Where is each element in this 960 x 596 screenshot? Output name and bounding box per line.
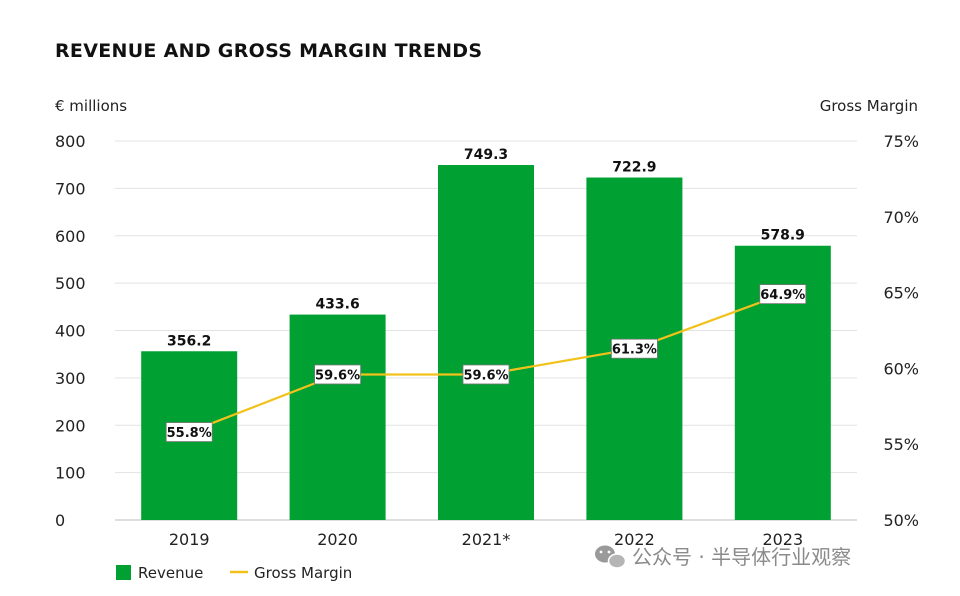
left-axis-unit: € millions: [55, 97, 127, 115]
gross-margin-label-box: [759, 284, 807, 305]
legend-revenue-label: Revenue: [138, 564, 203, 582]
gross-margin-label-box: [611, 338, 658, 359]
right-tick-label: 60%: [883, 359, 919, 378]
revenue-bar: [438, 165, 534, 521]
x-tick-label: 2023: [762, 530, 803, 549]
wechat-icon: [595, 545, 627, 569]
gross-margin-point-label: 59.6%: [315, 368, 360, 383]
gross-margin-label-box: [462, 364, 510, 385]
left-axis-ticks: 0 100 200 300 400 500 600 700 800: [55, 132, 86, 530]
x-tick-label: 2021*: [462, 530, 511, 549]
legend-revenue-swatch: [116, 565, 131, 580]
legend: Revenue Gross Margin: [116, 564, 352, 582]
x-tick-label: 2019: [169, 530, 210, 549]
left-tick-label: 400: [55, 322, 86, 341]
watermark: 公众号 · 半导体行业观察: [595, 545, 851, 569]
gross-margin-point-label: 55.8%: [167, 426, 212, 441]
revenue-bar-label: 749.3: [464, 147, 508, 163]
revenue-bar-label: 356.2: [167, 333, 211, 349]
right-axis-unit: Gross Margin: [820, 97, 918, 115]
right-tick-label: 70%: [883, 208, 919, 227]
gross-margin-point-label: 64.9%: [760, 288, 805, 303]
revenue-bars: [141, 165, 831, 521]
left-tick-label: 0: [55, 511, 65, 530]
revenue-bar: [289, 314, 386, 520]
chart-title: REVENUE AND GROSS MARGIN TRENDS: [55, 40, 482, 62]
left-tick-label: 300: [55, 369, 86, 388]
gross-margin-label-box: [314, 364, 362, 385]
revenue-bar-label: 433.6: [315, 297, 359, 313]
watermark-text: 公众号 · 半导体行业观察: [632, 545, 851, 569]
left-tick-label: 700: [55, 179, 86, 198]
revenue-bar-label: 722.9: [612, 160, 656, 176]
gross-margin-point-label: 61.3%: [612, 343, 657, 358]
revenue-bar-label: 578.9: [761, 228, 805, 244]
right-axis-ticks: 50% 55% 60% 65% 70% 75%: [883, 132, 919, 530]
right-tick-label: 55%: [883, 435, 919, 454]
revenue-bar-labels: 356.2 433.6 749.3 722.9 578.9: [167, 147, 805, 349]
left-tick-label: 800: [55, 132, 86, 151]
right-tick-label: 75%: [883, 132, 919, 151]
x-axis-ticks: 2019 2020 2021* 2022 2023: [169, 530, 803, 549]
left-tick-label: 200: [55, 416, 86, 435]
right-tick-label: 65%: [883, 284, 919, 303]
legend-margin-label: Gross Margin: [254, 564, 352, 582]
gross-margin-labels: 55.8% 59.6% 59.6% 61.3% 64.9%: [165, 284, 807, 442]
gross-margin-point-label: 59.6%: [463, 368, 508, 383]
x-tick-label: 2022: [614, 530, 655, 549]
x-tick-label: 2020: [317, 530, 358, 549]
gross-margin-label-box: [165, 422, 213, 442]
left-tick-label: 500: [55, 274, 86, 293]
left-tick-label: 100: [55, 464, 86, 483]
right-tick-label: 50%: [883, 511, 919, 530]
left-tick-label: 600: [55, 227, 86, 246]
